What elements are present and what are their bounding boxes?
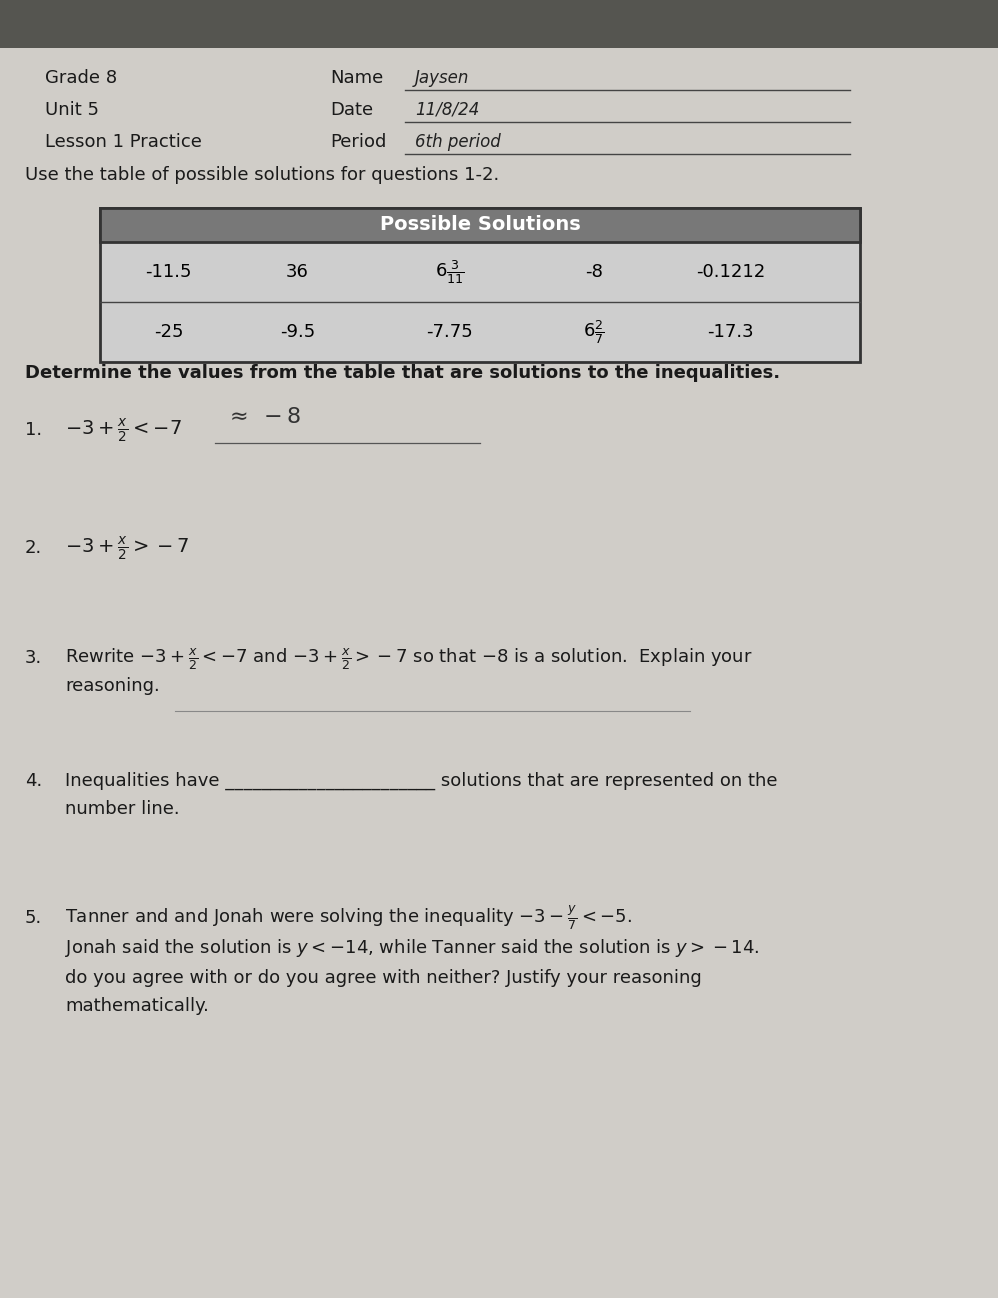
- Text: -0.1212: -0.1212: [697, 263, 765, 280]
- Bar: [0, 0, 998, 48]
- Text: Grade 8: Grade 8: [45, 69, 117, 87]
- Text: $\approx \  -8$: $\approx \ -8$: [225, 408, 301, 427]
- Text: -9.5: -9.5: [280, 323, 315, 341]
- Bar: [100, 208, 860, 241]
- Text: do you agree with or do you agree with neither? Justify your reasoning: do you agree with or do you agree with n…: [65, 970, 702, 986]
- Text: number line.: number line.: [65, 800, 180, 818]
- Text: $-3+\frac{x}{2}<-7$: $-3+\frac{x}{2}<-7$: [65, 417, 182, 445]
- Text: Inequalities have _______________________ solutions that are represented on the: Inequalities have ______________________…: [65, 772, 777, 790]
- Text: 1.: 1.: [25, 421, 42, 439]
- Text: Jaysen: Jaysen: [415, 69, 469, 87]
- Text: $6\frac{2}{7}$: $6\frac{2}{7}$: [583, 318, 605, 347]
- Text: -7.75: -7.75: [426, 323, 473, 341]
- Text: 11/8/24: 11/8/24: [415, 101, 479, 119]
- Text: Unit 5: Unit 5: [45, 101, 99, 119]
- Text: $6\frac{3}{11}$: $6\frac{3}{11}$: [435, 258, 464, 286]
- Text: -17.3: -17.3: [708, 323, 754, 341]
- Text: -11.5: -11.5: [145, 263, 192, 280]
- Text: 2.: 2.: [25, 539, 42, 557]
- Text: reasoning.: reasoning.: [65, 678, 160, 694]
- Text: 36: 36: [286, 263, 309, 280]
- Text: Rewrite $-3+\frac{x}{2}<-7$ and $-3+\frac{x}{2}>-7$ so that $-8$ is a solution. : Rewrite $-3+\frac{x}{2}<-7$ and $-3+\fra…: [65, 646, 752, 672]
- Text: Period: Period: [330, 132, 386, 151]
- Text: mathematically.: mathematically.: [65, 997, 209, 1015]
- Text: 6th period: 6th period: [415, 132, 501, 151]
- Bar: [100, 208, 860, 362]
- Text: -8: -8: [585, 263, 603, 280]
- Text: 3.: 3.: [25, 649, 42, 667]
- Text: Date: Date: [330, 101, 373, 119]
- Text: Possible Solutions: Possible Solutions: [379, 215, 581, 235]
- Text: 5.: 5.: [25, 909, 42, 927]
- Text: Determine the values from the table that are solutions to the inequalities.: Determine the values from the table that…: [25, 363, 780, 382]
- Text: Jonah said the solution is $y<-14$, while Tanner said the solution is $y>-14$.: Jonah said the solution is $y<-14$, whil…: [65, 937, 759, 959]
- Text: Lesson 1 Practice: Lesson 1 Practice: [45, 132, 202, 151]
- Text: 4.: 4.: [25, 772, 42, 790]
- Text: Tanner and and Jonah were solving the inequality $-3-\frac{y}{7}<-5$.: Tanner and and Jonah were solving the in…: [65, 903, 632, 932]
- Text: -25: -25: [154, 323, 184, 341]
- Text: Name: Name: [330, 69, 383, 87]
- Text: Use the table of possible solutions for questions 1-2.: Use the table of possible solutions for …: [25, 166, 499, 184]
- Text: $-3+\frac{x}{2}>-7$: $-3+\frac{x}{2}>-7$: [65, 535, 190, 563]
